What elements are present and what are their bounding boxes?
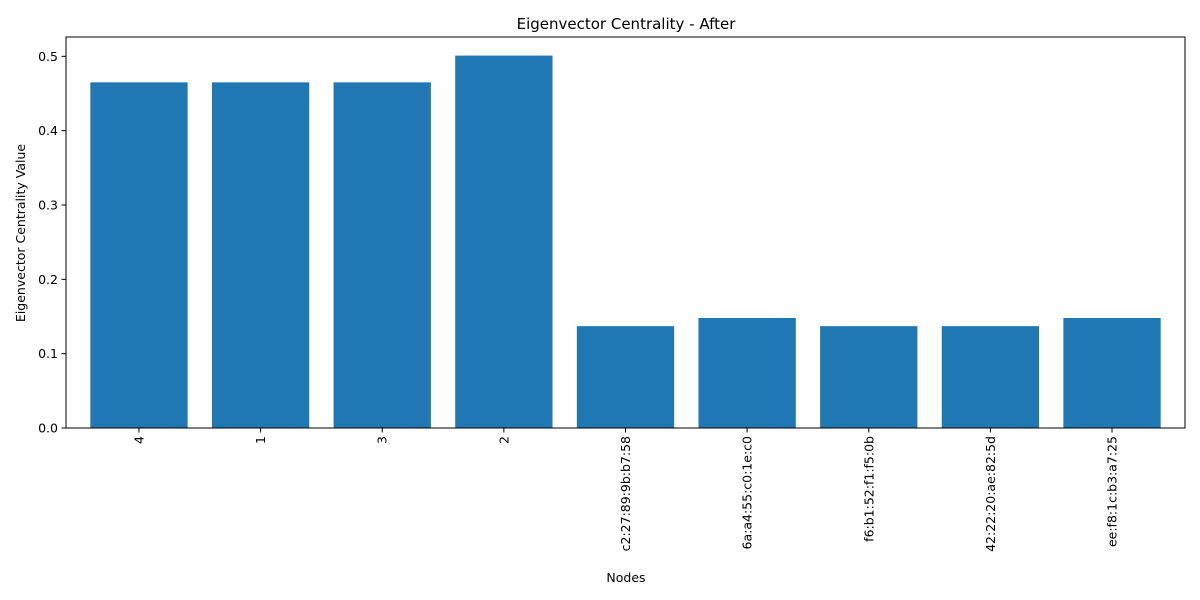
bar-5 [698, 317, 796, 428]
y-axis: 0.0 0.1 0.2 0.3 0.4 0.5 [38, 49, 66, 436]
x-tick-label: 1 [253, 436, 268, 444]
plot-frame [65, 36, 1186, 429]
bar-7 [941, 326, 1040, 428]
x-axis: 4 1 3 2 c2:27:89:9b:b7:58 6a:a4:55:c0:1e:c0 f6… [131, 428, 1120, 552]
y-tick-label: 0.1 [38, 346, 58, 361]
y-tick-label: 0.3 [38, 197, 58, 212]
bar-1 [211, 82, 310, 428]
bar-2 [333, 82, 431, 428]
x-axis-title: Nodes [606, 570, 645, 585]
y-tick-label: 0.4 [38, 123, 58, 138]
bar-6 [820, 326, 918, 428]
x-tick-label: f6:b1:52:f1:f5:0b [861, 436, 876, 542]
x-tick-label: 6a:a4:55:c0:1e:c0 [740, 436, 755, 550]
bars-group [90, 55, 1161, 428]
bar-3 [455, 55, 553, 428]
bar-4 [576, 326, 675, 428]
y-axis-title: Eigenvector Centrality Value [13, 144, 28, 322]
x-tick-label: 2 [496, 436, 511, 444]
x-tick-label: 4 [131, 436, 146, 444]
y-tick-label: 0.5 [38, 49, 58, 64]
y-tick-label: 0.2 [38, 272, 58, 287]
x-tick-label: ee:f8:1c:b3:a7:25 [1105, 436, 1120, 547]
y-tick-label: 0.0 [38, 421, 58, 436]
x-tick-label: 3 [375, 436, 390, 444]
chart-title: Eigenvector Centrality - After [517, 15, 737, 33]
x-tick-label: c2:27:89:9b:b7:58 [618, 436, 633, 551]
x-tick-label: 42:22:20:ae:82:5d [983, 436, 998, 552]
bar-8 [1063, 317, 1161, 428]
bar-0 [90, 82, 188, 428]
